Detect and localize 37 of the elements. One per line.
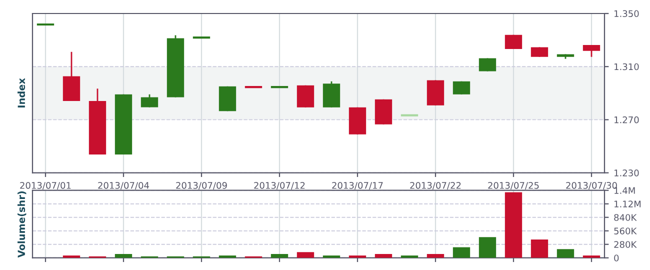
candlestick <box>504 34 522 50</box>
y-tick-label: 1.310 <box>614 63 639 70</box>
y-tick-label: 1.4M <box>614 187 635 194</box>
x-tick-label: 2013/07/04 <box>98 182 150 190</box>
x-tick-label: 2013/07/30 <box>566 182 617 190</box>
bar <box>296 252 314 258</box>
x-tick-label: 2013/07/12 <box>254 182 305 190</box>
bar <box>426 254 444 258</box>
candlestick <box>140 94 158 108</box>
x-tick-label: 2013/07/17 <box>332 182 383 190</box>
y-tick-label: 1.270 <box>614 116 639 124</box>
candlestick <box>530 46 548 58</box>
y-tick-label: 1.350 <box>614 10 639 18</box>
y-axis-title: Index <box>18 78 26 108</box>
x-tick-label: 2013/07/22 <box>410 182 461 190</box>
bar <box>114 254 132 258</box>
x-tick-label: 2013/07/25 <box>488 182 539 190</box>
candlestick <box>322 80 340 108</box>
y-tick-label: 280K <box>614 241 637 248</box>
bar <box>452 247 470 258</box>
x-tick-label: 2013/07/01 <box>20 182 71 190</box>
y-axis-title: Volume(shr) <box>18 191 26 258</box>
y-tick-label: 560K <box>614 228 637 234</box>
candlestick <box>478 58 496 72</box>
bar <box>556 249 574 258</box>
bar <box>478 237 496 258</box>
y-tick-label: 0 <box>614 254 619 262</box>
x-tick-label: 2013/07/09 <box>176 182 227 190</box>
bar <box>374 254 392 258</box>
bar <box>504 192 522 258</box>
bar <box>530 240 548 258</box>
y-tick-label: 1.12M <box>614 200 641 208</box>
y-tick-label: 840K <box>614 214 637 221</box>
bar <box>270 254 288 258</box>
candlestick <box>296 84 314 108</box>
y-tick-label: 1.230 <box>614 170 639 176</box>
candlestick <box>452 80 470 96</box>
